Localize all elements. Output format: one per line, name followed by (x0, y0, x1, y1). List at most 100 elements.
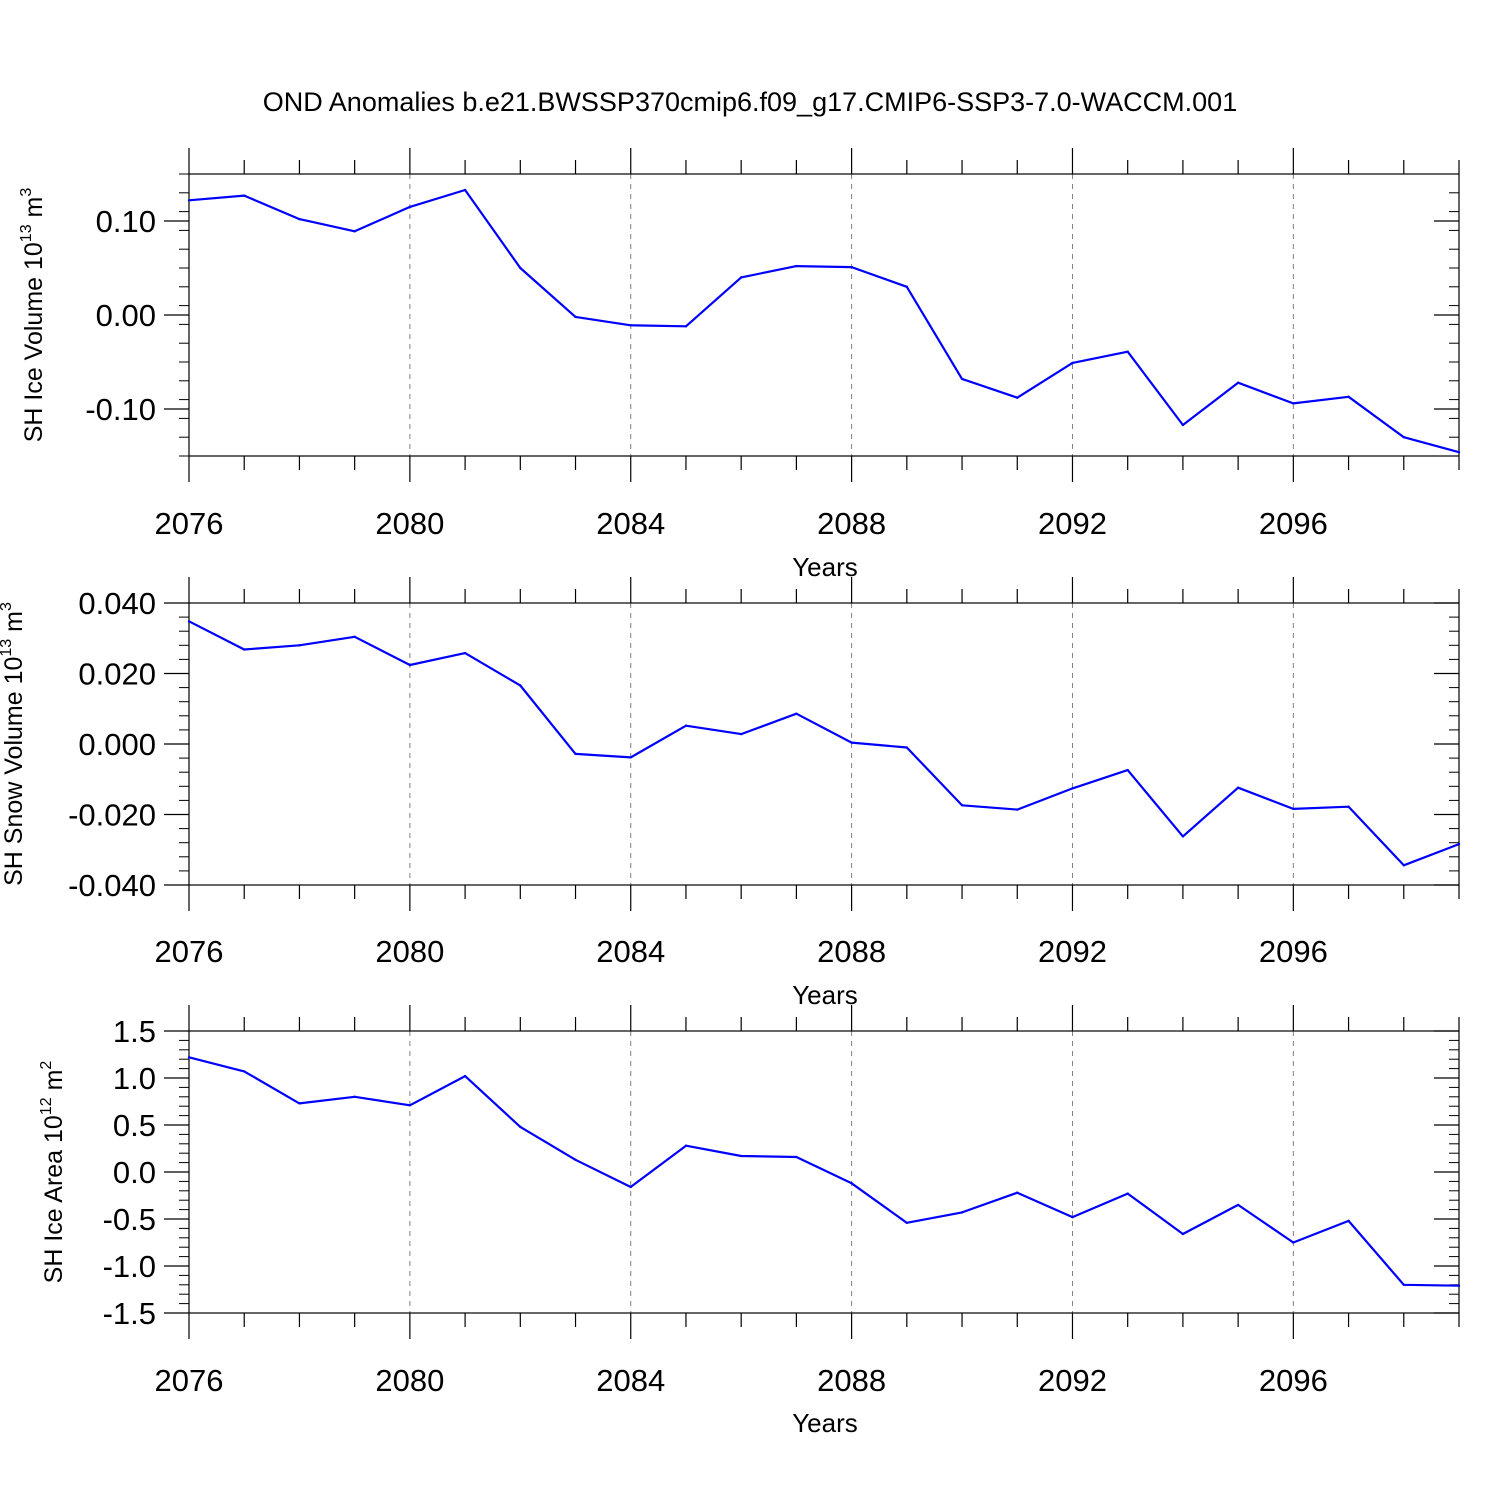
data-point (1126, 768, 1129, 772)
x-tick-label: 2076 (155, 934, 224, 969)
panel-1: -0.10 0.00 0.10 2076 2080 2084 2088 2092 2096 Yea… (18, 148, 1461, 582)
x-axis-label: Years (792, 1408, 858, 1438)
plot-frame (188, 602, 1460, 886)
data-point (905, 1221, 909, 1224)
x-tick-label: 2092 (1038, 506, 1107, 541)
x-tick-label: 2088 (817, 1363, 886, 1398)
data-point (1236, 1203, 1240, 1207)
data-point (1402, 1283, 1405, 1287)
data-point (1126, 1192, 1129, 1195)
plot-frame (188, 1030, 1460, 1314)
data-point (1126, 350, 1129, 353)
data-point (850, 265, 853, 269)
data-point (905, 746, 909, 749)
data-point (850, 1182, 853, 1185)
panel-2: -0.040 -0.020 0.000 0.020 0.040 2076 2080 2084 2… (0, 577, 1461, 1010)
data-point (463, 651, 467, 655)
y-tick-label: -0.5 (103, 1202, 156, 1237)
data-point (795, 264, 798, 268)
data-point (463, 1074, 467, 1078)
data-point (243, 648, 246, 651)
y-tick-label: -1.0 (103, 1249, 156, 1284)
data-point (1071, 787, 1074, 790)
y-tick-label: 0.0 (113, 1155, 156, 1190)
data-point (463, 188, 467, 192)
data-point (739, 732, 743, 736)
data-point (298, 644, 301, 647)
data-point (243, 194, 246, 197)
data-point (739, 1154, 743, 1158)
chart-title: OND Anomalies b.e21.BWSSP370cmip6.f09_g1… (263, 87, 1237, 117)
data-point (1347, 395, 1350, 398)
data-point (353, 1095, 356, 1099)
panel-3: -1.5 -1.0 -0.5 0.0 0.5 1.0 1.5 2076 2080 2084 2088… (38, 1005, 1461, 1438)
y-tick-label: -1.5 (103, 1296, 156, 1331)
data-point (1016, 1191, 1019, 1194)
data-point (519, 684, 522, 687)
data-point (629, 756, 632, 759)
data-point (684, 325, 688, 328)
data-point (408, 205, 412, 209)
data-point (187, 199, 191, 202)
plot-frame (188, 173, 1460, 457)
data-point (1071, 1215, 1074, 1219)
y-tick-label: 0.020 (78, 657, 156, 692)
x-tick-label: 2096 (1259, 506, 1328, 541)
data-point (960, 1211, 964, 1214)
data-point (684, 724, 688, 727)
y-tick-label: 1.0 (113, 1061, 156, 1096)
data-point (243, 1070, 246, 1073)
data-point (574, 315, 577, 319)
data-point (187, 1056, 191, 1059)
data-point (408, 663, 412, 667)
data-point (519, 1125, 522, 1129)
y-axis-label: SH Ice Volume 1013 m3 (18, 188, 48, 443)
x-tick-label: 2084 (596, 506, 665, 541)
data-point (684, 1144, 688, 1147)
data-point (795, 1155, 798, 1159)
data-point (1347, 805, 1350, 808)
data-point (1236, 381, 1240, 384)
data-point (795, 712, 798, 715)
data-point (574, 1158, 577, 1161)
x-tick-label: 2076 (155, 1363, 224, 1398)
data-point (629, 1185, 632, 1189)
y-axis-label: SH Ice Area 1012 m2 (38, 1061, 68, 1284)
x-tick-label: 2096 (1259, 1363, 1328, 1398)
data-point (960, 377, 964, 381)
x-axis-label: Years (792, 980, 858, 1010)
data-point (519, 266, 522, 270)
x-tick-label: 2080 (375, 506, 444, 541)
series-line (188, 1056, 1460, 1287)
data-point (353, 635, 356, 639)
x-tick-label: 2088 (817, 506, 886, 541)
data-point (187, 620, 191, 623)
data-point (1402, 436, 1405, 439)
series-line (188, 188, 1460, 454)
data-point (1181, 835, 1185, 838)
data-point (574, 752, 577, 756)
data-point (1457, 842, 1461, 846)
x-tick-label: 2084 (596, 934, 665, 969)
data-point (1181, 1232, 1185, 1236)
x-tick-label: 2080 (375, 1363, 444, 1398)
data-point (1236, 786, 1240, 789)
data-point (408, 1104, 412, 1107)
data-point (1457, 451, 1461, 454)
data-point (1402, 864, 1405, 867)
data-point (1292, 402, 1295, 405)
y-axis-label: SH Snow Volume 1013 m3 (0, 602, 28, 886)
data-point (1292, 1241, 1295, 1244)
data-point (1071, 361, 1074, 365)
y-tick-label: 1.5 (113, 1014, 156, 1049)
data-point (1181, 423, 1185, 427)
data-point (1292, 807, 1295, 811)
y-tick-label: 0.10 (96, 204, 156, 239)
data-point (1016, 808, 1019, 811)
x-axis-label: Years (792, 552, 858, 582)
data-point (298, 217, 301, 221)
x-tick-label: 2096 (1259, 934, 1328, 969)
data-point (850, 741, 853, 744)
data-point (298, 1102, 301, 1105)
